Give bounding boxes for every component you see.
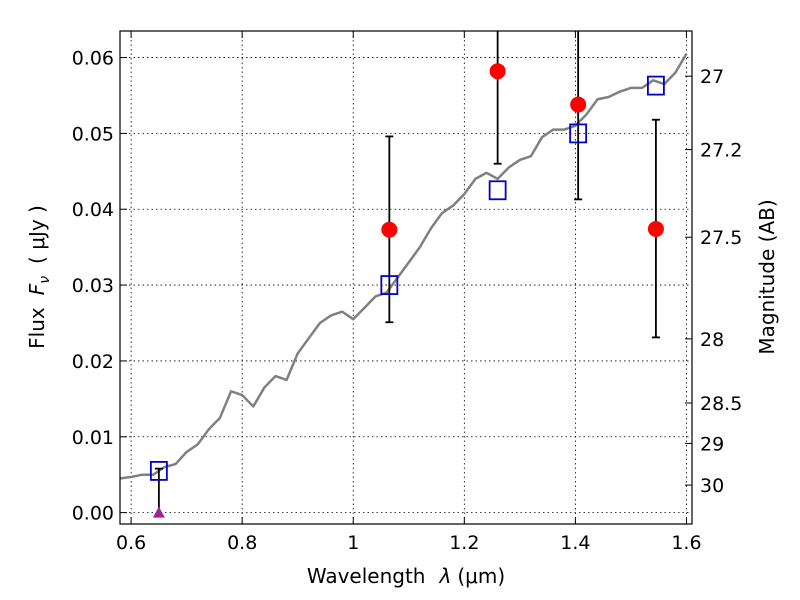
- observed-flux-point: [489, 63, 506, 80]
- x-tick-label: 1.6: [671, 532, 701, 554]
- y2-tick-label: 27.2: [700, 140, 742, 162]
- upper-limit-triangle: [152, 506, 165, 518]
- y2-tick-label: 27: [700, 66, 724, 88]
- y-tick-label: 0.06: [72, 48, 114, 70]
- x-axis-label: Wavelength λ (μm): [307, 564, 505, 588]
- x-tick-label: 0.6: [116, 532, 146, 554]
- y-tick-label: 0.04: [72, 199, 114, 221]
- y2-tick-label: 27.5: [700, 227, 742, 249]
- x-tick-label: 0.8: [227, 532, 257, 554]
- y2-axis-label: Magnitude (AB): [755, 199, 779, 354]
- observed-flux-point: [381, 221, 398, 238]
- model-photometry-square: [569, 123, 588, 144]
- observed-flux-point: [647, 220, 664, 237]
- y-axis-label: FluxFν( μJy ): [25, 205, 53, 349]
- axis-ticks: 0.6 0.8 1 1.2 1.4 1.6 0.00 0.01 0.02 0.03 0.04 0.05…: [72, 31, 742, 554]
- y-tick-label: 0.01: [72, 427, 114, 449]
- y-tick-label: 0.00: [72, 503, 114, 525]
- y2-tick-label: 30: [700, 475, 724, 497]
- observed-flux-point: [570, 96, 587, 113]
- y2-tick-label: 29: [700, 433, 724, 455]
- model-photometry-square: [647, 75, 665, 96]
- y2-tick-label: 28: [700, 329, 724, 351]
- y2-tick-label: 28.5: [700, 393, 742, 415]
- model-photometry-square: [380, 275, 399, 295]
- y-tick-label: 0.02: [72, 351, 114, 373]
- model-photometry-square: [149, 461, 168, 481]
- model-photometry-square: [488, 180, 507, 201]
- x-tick-label: 1.2: [449, 532, 479, 554]
- x-tick-label: 1.4: [560, 532, 590, 554]
- y-tick-label: 0.03: [72, 275, 114, 297]
- sed-model-line: [119, 53, 688, 480]
- plot-area: [119, 31, 688, 518]
- y-tick-label: 0.05: [72, 123, 114, 145]
- grid: [120, 31, 692, 524]
- x-tick-label: 1: [347, 532, 359, 554]
- axes-frame: [119, 30, 693, 525]
